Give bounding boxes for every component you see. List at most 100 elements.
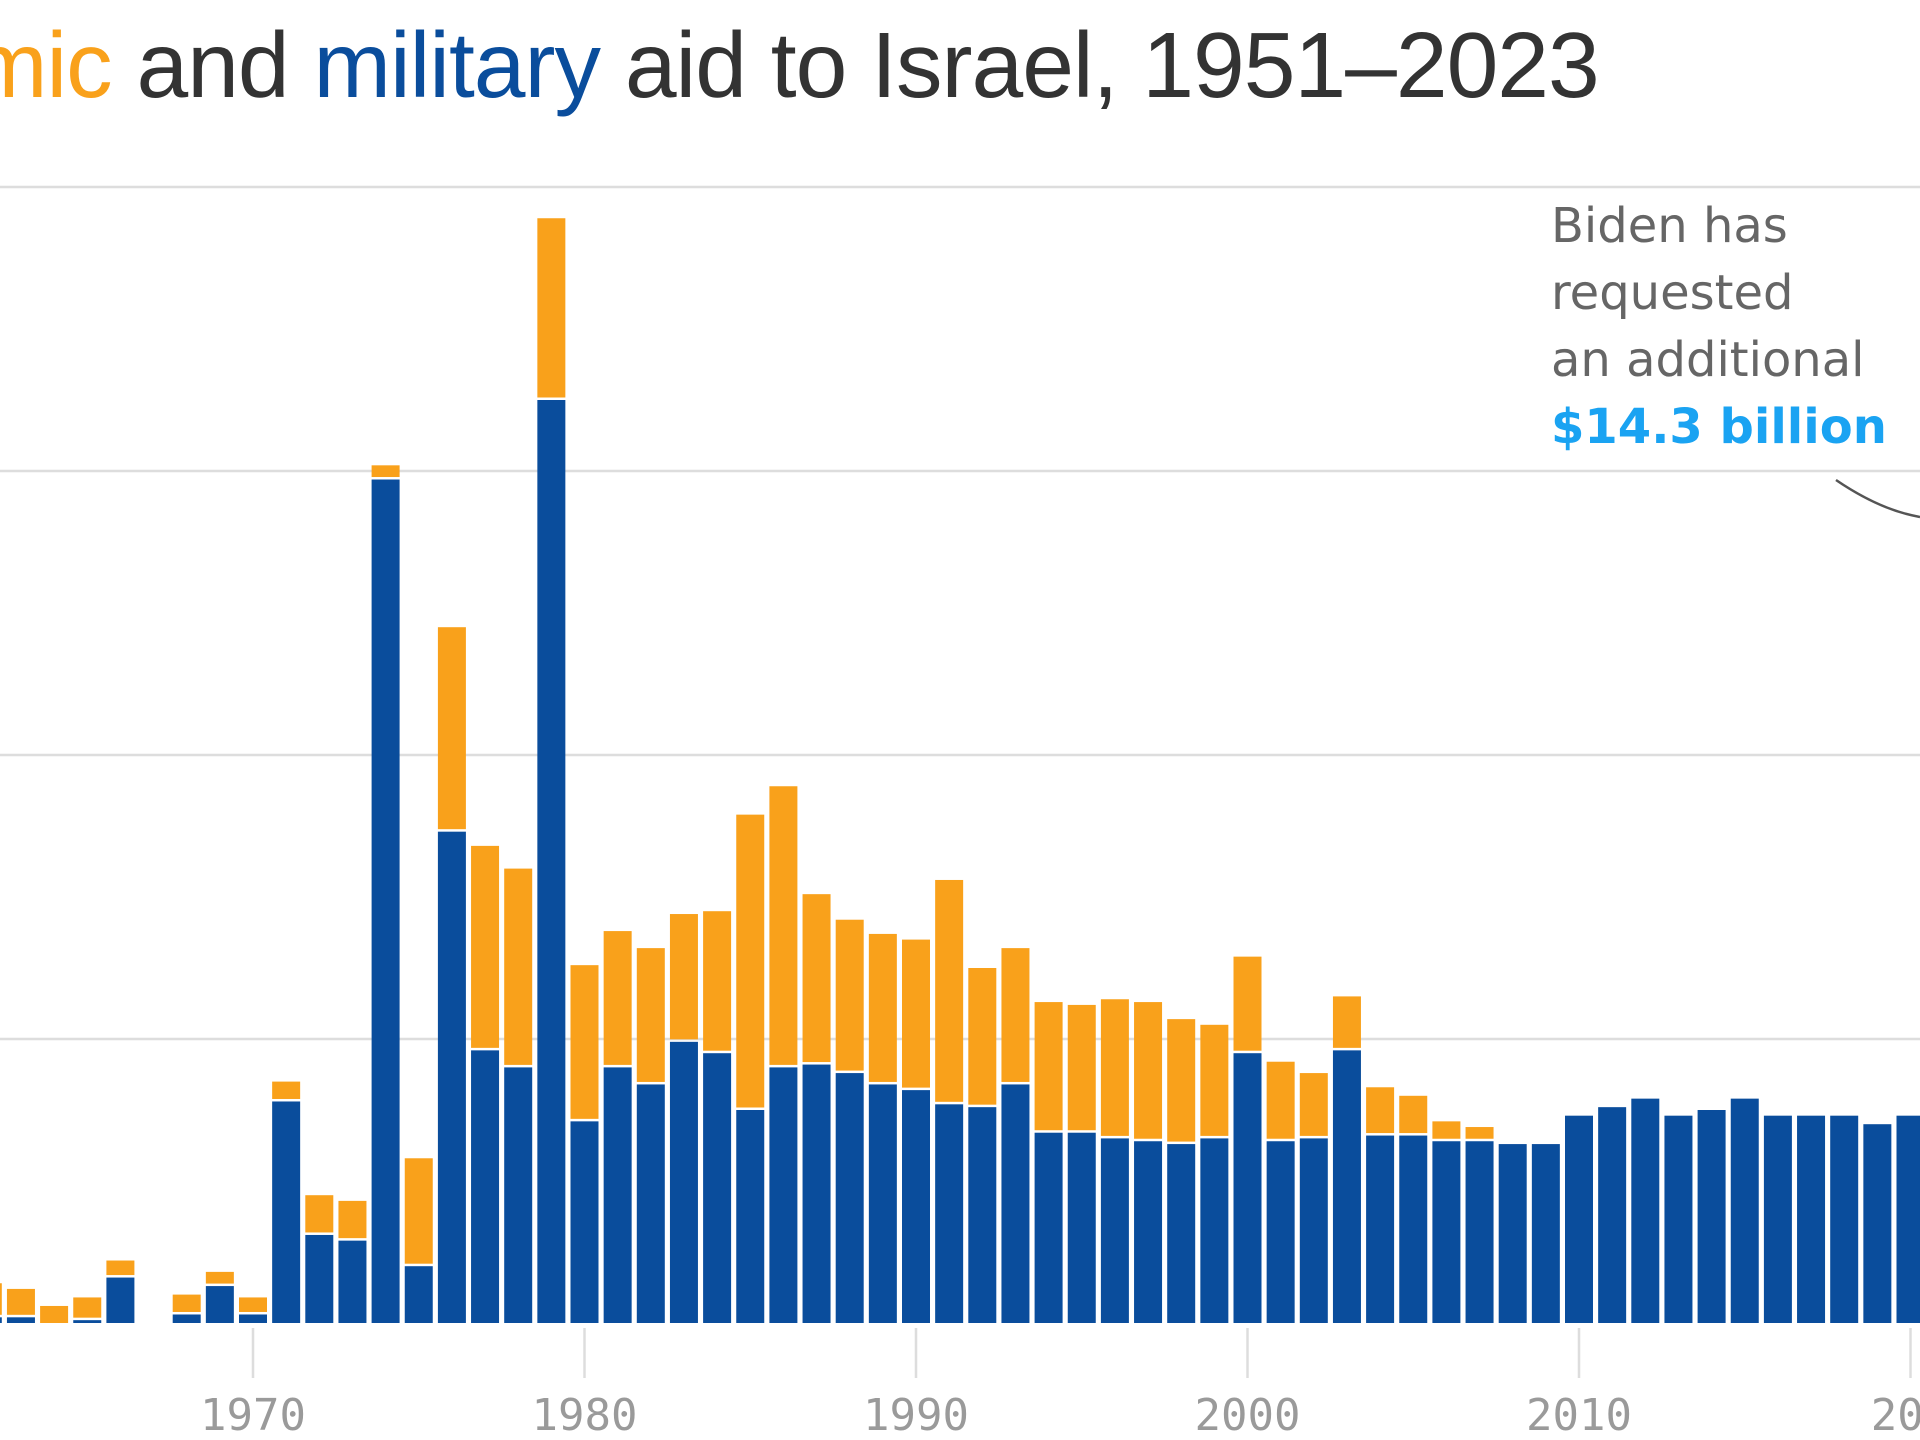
bar-military [1830,1115,1859,1323]
bar-military [1763,1115,1792,1323]
bar-military [1730,1098,1759,1323]
bar-military [305,1234,334,1323]
bar-military [868,1084,897,1323]
bars [0,218,1920,1323]
bar-military [703,1053,732,1323]
bar-military [1100,1138,1129,1323]
title-rest: aid to Israel, 1951–2023 [599,13,1600,117]
bar-economic [1001,948,1030,1082]
bar-military [1465,1141,1494,1323]
bar-military [1034,1132,1063,1323]
x-axis: 1970 1980 1990 2000 2010 202 [200,1328,1920,1440]
title-economic-word: mic [0,13,113,117]
bar-economic [603,931,632,1065]
x-tick-label: 202 [1871,1390,1920,1440]
bar-military [1896,1115,1920,1323]
bar-military [537,400,566,1323]
bar-economic [669,914,698,1040]
bar-military [239,1314,267,1323]
annotation-line-1: Biden has [1551,198,1788,254]
bar-economic [1034,1002,1063,1131]
bar-military [0,1317,2,1323]
bar-economic [404,1158,433,1264]
title-military-word: military [313,13,600,117]
bar-economic [968,968,997,1105]
bar-economic [6,1288,35,1315]
bar-military [968,1107,997,1323]
bar-military [1134,1141,1163,1323]
bar-economic [371,465,400,478]
bar-military [1598,1107,1627,1323]
bar-military [437,831,466,1323]
bar-military [769,1067,798,1323]
bar-military [1531,1144,1560,1323]
bar-economic [106,1260,135,1276]
bar-military [1399,1135,1428,1323]
bar-military [1565,1115,1593,1323]
bar-military [471,1050,500,1323]
bar-military [935,1104,964,1323]
bar-military [1167,1144,1196,1323]
annotation-amount: $14.3 billion [1551,399,1887,455]
bar-military [106,1277,135,1323]
bar-economic [1366,1087,1395,1134]
x-tick-label: 2010 [1526,1390,1632,1440]
bar-military [1366,1135,1395,1323]
annotation: Biden has requested an additional $14.3 … [1551,193,1887,461]
bar-military [736,1110,765,1323]
bar-economic [1067,1004,1096,1131]
bar-military [1631,1098,1660,1323]
bar-military [1432,1141,1461,1323]
bar-military [636,1084,665,1323]
bar-economic [1299,1073,1328,1136]
bar-military [205,1286,234,1323]
bar-military [1797,1115,1826,1323]
bar-economic [935,879,964,1102]
bar-economic [338,1200,367,1239]
bar-economic [835,919,864,1071]
bar-military [1332,1050,1361,1323]
x-tick-label: 2000 [1195,1390,1301,1440]
bar-military [272,1101,301,1323]
bar-economic [205,1271,234,1284]
x-tick-label: 1970 [200,1390,306,1440]
bar-economic [1332,996,1361,1048]
bar-economic [1134,1002,1163,1139]
bar-military [404,1266,433,1323]
chart-title: mic and military aid to Israel, 1951–202… [0,12,1600,119]
bar-economic [471,845,500,1048]
bar-military [835,1073,864,1323]
bar-military [1299,1138,1328,1323]
bar-economic [1233,956,1262,1051]
x-tick-label: 1980 [532,1390,638,1440]
bar-economic [305,1195,334,1233]
bar-military [504,1067,533,1323]
bar-economic [703,911,732,1051]
bar-economic [239,1297,267,1312]
bar-military [73,1320,102,1323]
bar-military [1863,1124,1892,1323]
bar-economic [1399,1095,1428,1134]
annotation-line-3: an additional [1551,332,1865,388]
bar-military [6,1317,35,1323]
bar-economic [1266,1061,1295,1139]
x-tick-label: 1990 [863,1390,969,1440]
bar-economic [272,1081,301,1099]
bar-economic [769,786,798,1065]
bar-economic [73,1297,102,1318]
bar-military [1664,1115,1693,1323]
bar-military [1001,1084,1030,1323]
bar-military [669,1041,698,1323]
bar-military [371,479,400,1323]
annotation-line-2: requested [1551,265,1794,321]
bar-economic [1167,1019,1196,1142]
title-and-word: and [111,13,314,117]
bar-economic [902,939,930,1088]
bar-economic [570,965,599,1119]
bar-military [1067,1132,1096,1323]
annotation-leader-line [1835,478,1920,519]
bar-economic [736,814,765,1108]
bar-military [1233,1053,1262,1323]
bar-military [1697,1110,1726,1323]
